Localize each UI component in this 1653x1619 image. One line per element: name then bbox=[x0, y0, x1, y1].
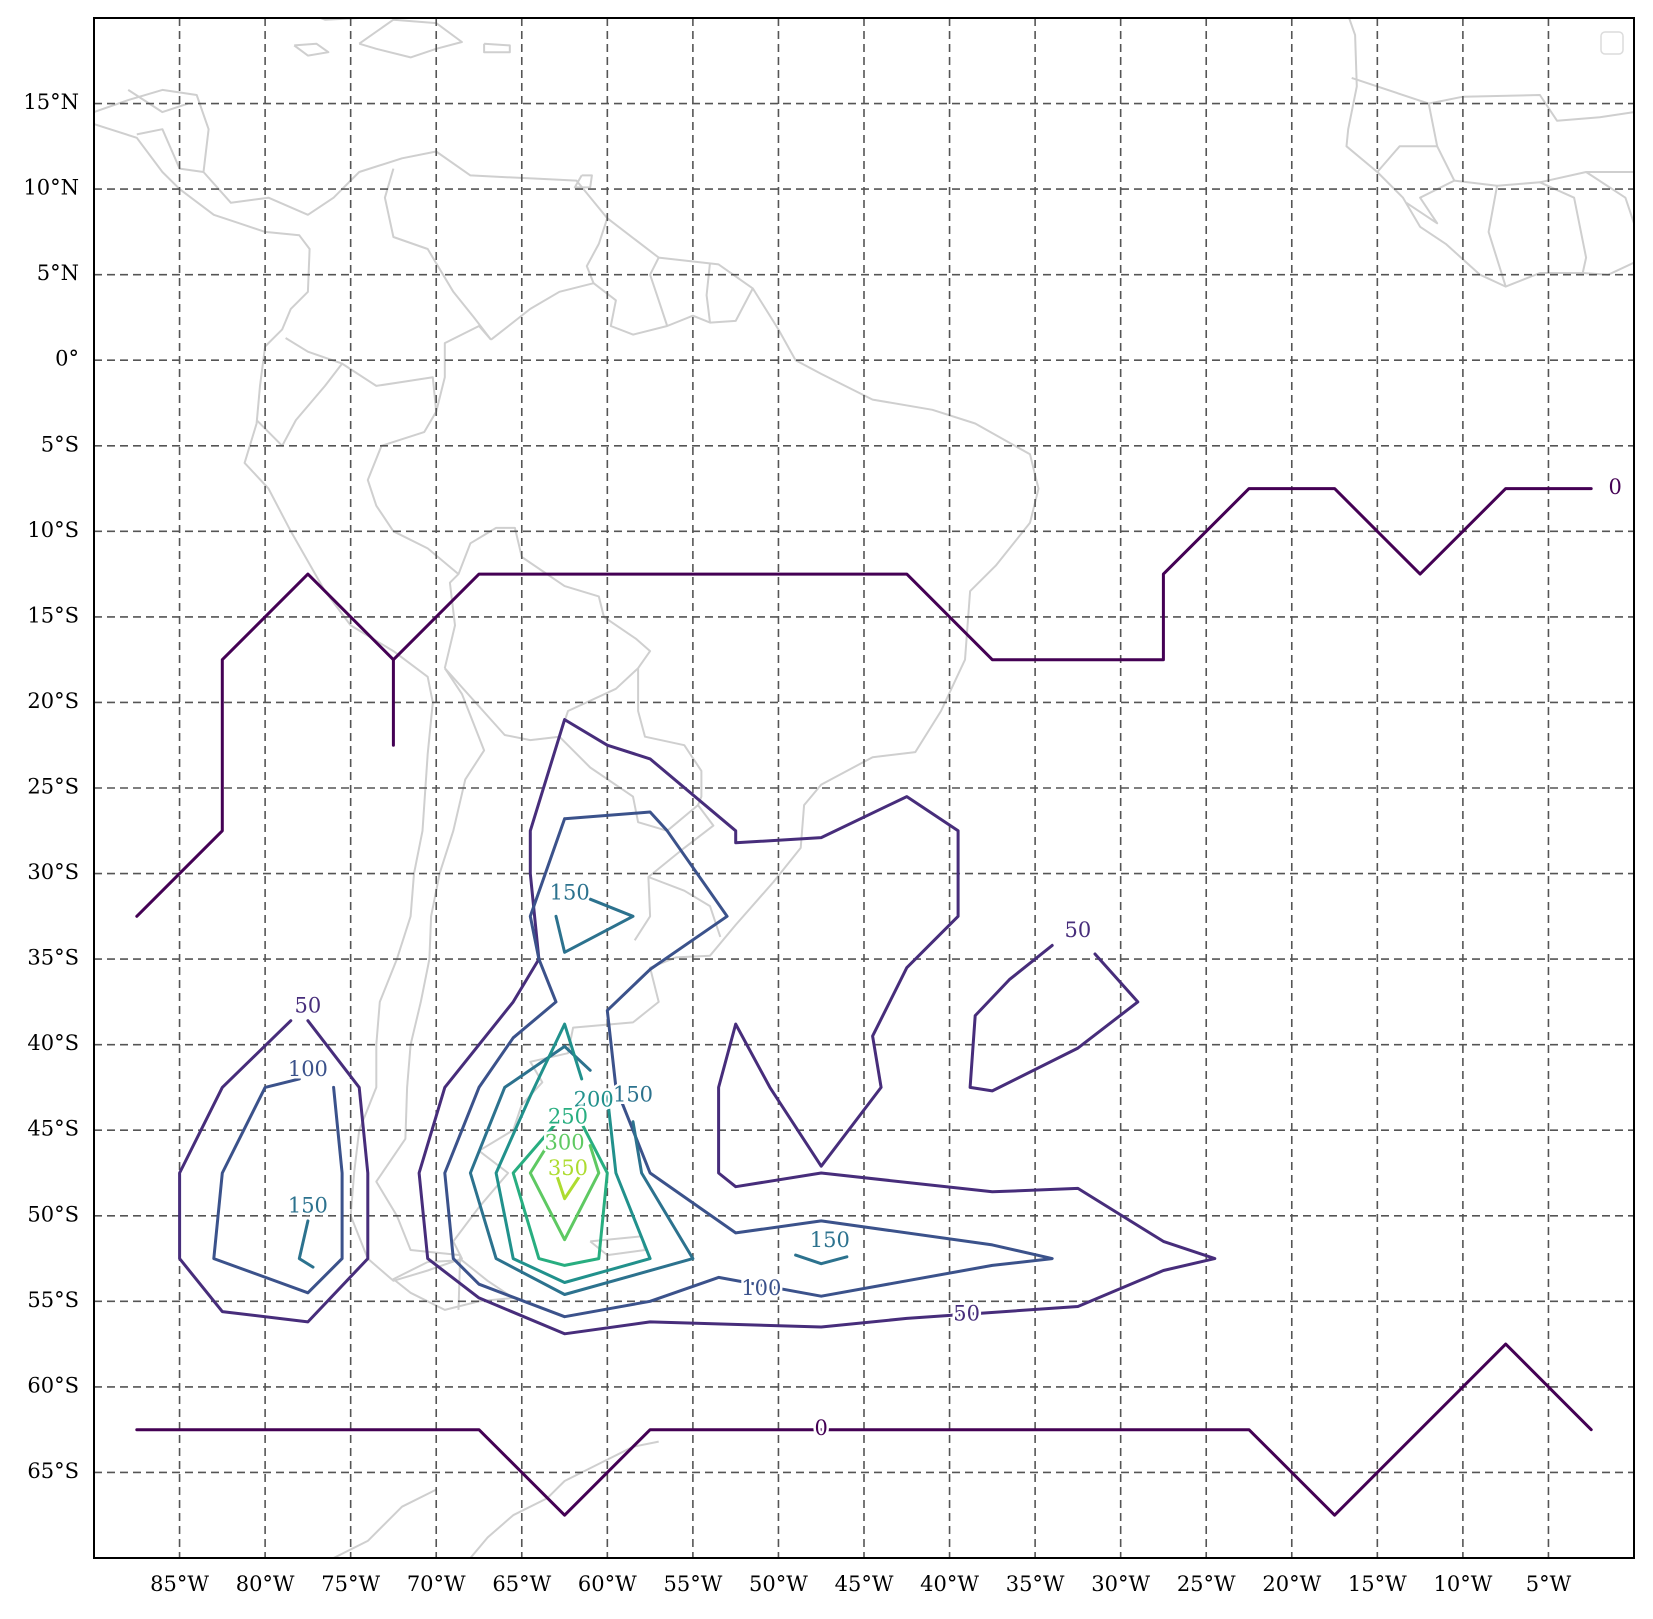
country-border-11 bbox=[705, 262, 711, 323]
contour-label-50-2: 50 bbox=[295, 994, 322, 1018]
lat-tick-label-2: 5°N bbox=[37, 261, 79, 285]
lon-tick-label-11: 30°W bbox=[1091, 1572, 1150, 1596]
lat-tick-label-12: 45°S bbox=[27, 1117, 79, 1141]
lon-tick-label-13: 20°W bbox=[1262, 1572, 1321, 1596]
lon-tick-label-8: 45°W bbox=[835, 1572, 894, 1596]
contour-label-250-12: 250 bbox=[548, 1105, 588, 1129]
lon-tick-label-1: 80°W bbox=[236, 1572, 295, 1596]
lat-tick-label-16: 65°S bbox=[27, 1459, 79, 1483]
contour-label-150-7: 150 bbox=[288, 1194, 328, 1218]
lon-tick-label-12: 25°W bbox=[1177, 1572, 1236, 1596]
country-border-14 bbox=[127, 89, 189, 114]
contour-label-150-9: 150 bbox=[550, 881, 590, 905]
coastline-0 bbox=[94, 88, 1040, 1282]
contour-label-300-13: 300 bbox=[545, 1130, 585, 1154]
contour-label-100-6: 100 bbox=[741, 1276, 781, 1300]
contour-label-350-14: 350 bbox=[548, 1156, 588, 1180]
contour-line-50-5 bbox=[968, 943, 1140, 1093]
lon-tick-label-15: 10°W bbox=[1433, 1572, 1492, 1596]
country-border-10 bbox=[649, 257, 669, 327]
lat-tick-label-13: 50°S bbox=[27, 1202, 79, 1226]
lat-tick-label-9: 30°S bbox=[27, 860, 79, 884]
lon-tick-label-3: 70°W bbox=[407, 1572, 466, 1596]
contour-label-50-3: 50 bbox=[1065, 918, 1092, 942]
contour-line-100-7 bbox=[212, 1077, 344, 1295]
country-border-5 bbox=[633, 804, 715, 941]
lon-tick-label-16: 5°W bbox=[1526, 1572, 1572, 1596]
coastline-3 bbox=[293, 42, 330, 57]
map-frame bbox=[93, 17, 1635, 1559]
legend-box bbox=[1600, 31, 1624, 55]
coastline-1 bbox=[318, 18, 361, 21]
lat-tick-label-11: 40°S bbox=[27, 1031, 79, 1055]
country-border-2 bbox=[255, 362, 343, 447]
lat-tick-label-10: 35°S bbox=[27, 946, 79, 970]
contour-label-50-4: 50 bbox=[953, 1302, 980, 1326]
country-border-3 bbox=[444, 526, 652, 742]
lat-tick-label-7: 20°S bbox=[27, 689, 79, 713]
coastline-10 bbox=[333, 1488, 437, 1558]
country-border-13 bbox=[136, 128, 204, 173]
longitude-ticks: 85°W 80°W 75°W 70°W 65°W 60°W 55°W 50°W 45°W 40°W… bbox=[150, 1572, 1571, 1596]
country-border-1 bbox=[285, 337, 460, 669]
lon-tick-label-9: 40°W bbox=[920, 1572, 979, 1596]
lat-tick-label-8: 25°S bbox=[27, 775, 79, 799]
contour-layer bbox=[135, 487, 1593, 1517]
gridline-layer bbox=[94, 18, 1634, 1558]
contour-line-0-1 bbox=[391, 487, 1593, 662]
lat-tick-label-0: 15°N bbox=[23, 90, 79, 114]
contour-line-50-4 bbox=[178, 1019, 370, 1324]
contour-line-50-3 bbox=[417, 718, 1217, 1336]
country-border-20 bbox=[1497, 181, 1588, 274]
lat-tick-label-15: 60°S bbox=[27, 1373, 79, 1397]
coastline-8 bbox=[589, 1235, 646, 1257]
contour-line-100-6 bbox=[443, 810, 1054, 1319]
lon-tick-label-7: 50°W bbox=[749, 1572, 808, 1596]
contour-label-150-8: 150 bbox=[810, 1228, 850, 1252]
country-border-6 bbox=[648, 876, 722, 938]
lon-tick-label-2: 75°W bbox=[321, 1572, 380, 1596]
contour-line-0-2 bbox=[135, 1342, 1593, 1517]
latitude-ticks: 15°N 10°N 5°N 0° 5°S 10°S 15°S 20°S 25°S 30°S 35°S… bbox=[23, 90, 79, 1483]
lat-tick-label-1: 10°N bbox=[23, 176, 79, 200]
lat-tick-label-5: 10°S bbox=[27, 518, 79, 542]
contour-line-350-15 bbox=[554, 1171, 584, 1201]
contour-line-150-8 bbox=[554, 897, 635, 954]
country-border-17 bbox=[1428, 94, 1634, 122]
coastline-9 bbox=[469, 1440, 659, 1558]
contour-line-0-0 bbox=[135, 572, 395, 918]
country-border-15 bbox=[1343, 0, 1485, 1]
lat-tick-label-14: 55°S bbox=[27, 1288, 79, 1312]
coastline-4 bbox=[483, 42, 511, 54]
contour-line-200-12 bbox=[494, 1022, 652, 1284]
country-border-0 bbox=[375, 667, 486, 1310]
lat-tick-label-6: 15°S bbox=[27, 603, 79, 627]
lat-tick-label-3: 0° bbox=[55, 347, 79, 371]
lon-tick-label-0: 85°W bbox=[150, 1572, 209, 1596]
lon-tick-label-14: 15°W bbox=[1348, 1572, 1407, 1596]
contour-label-0-0: 0 bbox=[1608, 475, 1621, 499]
coastline-5 bbox=[573, 174, 593, 189]
lon-tick-label-4: 65°W bbox=[492, 1572, 551, 1596]
contour-line-300-14 bbox=[528, 1144, 601, 1242]
contour-label-200-11: 200 bbox=[574, 1088, 614, 1112]
lat-tick-label-4: 5°S bbox=[41, 432, 79, 456]
country-border-22 bbox=[1585, 171, 1634, 228]
country-border-12 bbox=[435, 325, 492, 412]
country-border-7 bbox=[383, 168, 492, 341]
lon-tick-label-5: 60°W bbox=[578, 1572, 637, 1596]
contour-line-150-10 bbox=[297, 1219, 315, 1269]
contour-line-250-13 bbox=[511, 1121, 609, 1267]
lon-tick-label-10: 35°W bbox=[1006, 1572, 1065, 1596]
lon-tick-label-6: 55°W bbox=[663, 1572, 722, 1596]
contour-label-0-1: 0 bbox=[815, 1416, 828, 1440]
coastline-2 bbox=[358, 18, 463, 59]
contour-label-100-5: 100 bbox=[288, 1057, 328, 1081]
contour-line-150-9 bbox=[468, 1044, 695, 1296]
contour-line-150-11 bbox=[794, 1253, 849, 1266]
contour-label-150-10: 150 bbox=[613, 1083, 653, 1107]
